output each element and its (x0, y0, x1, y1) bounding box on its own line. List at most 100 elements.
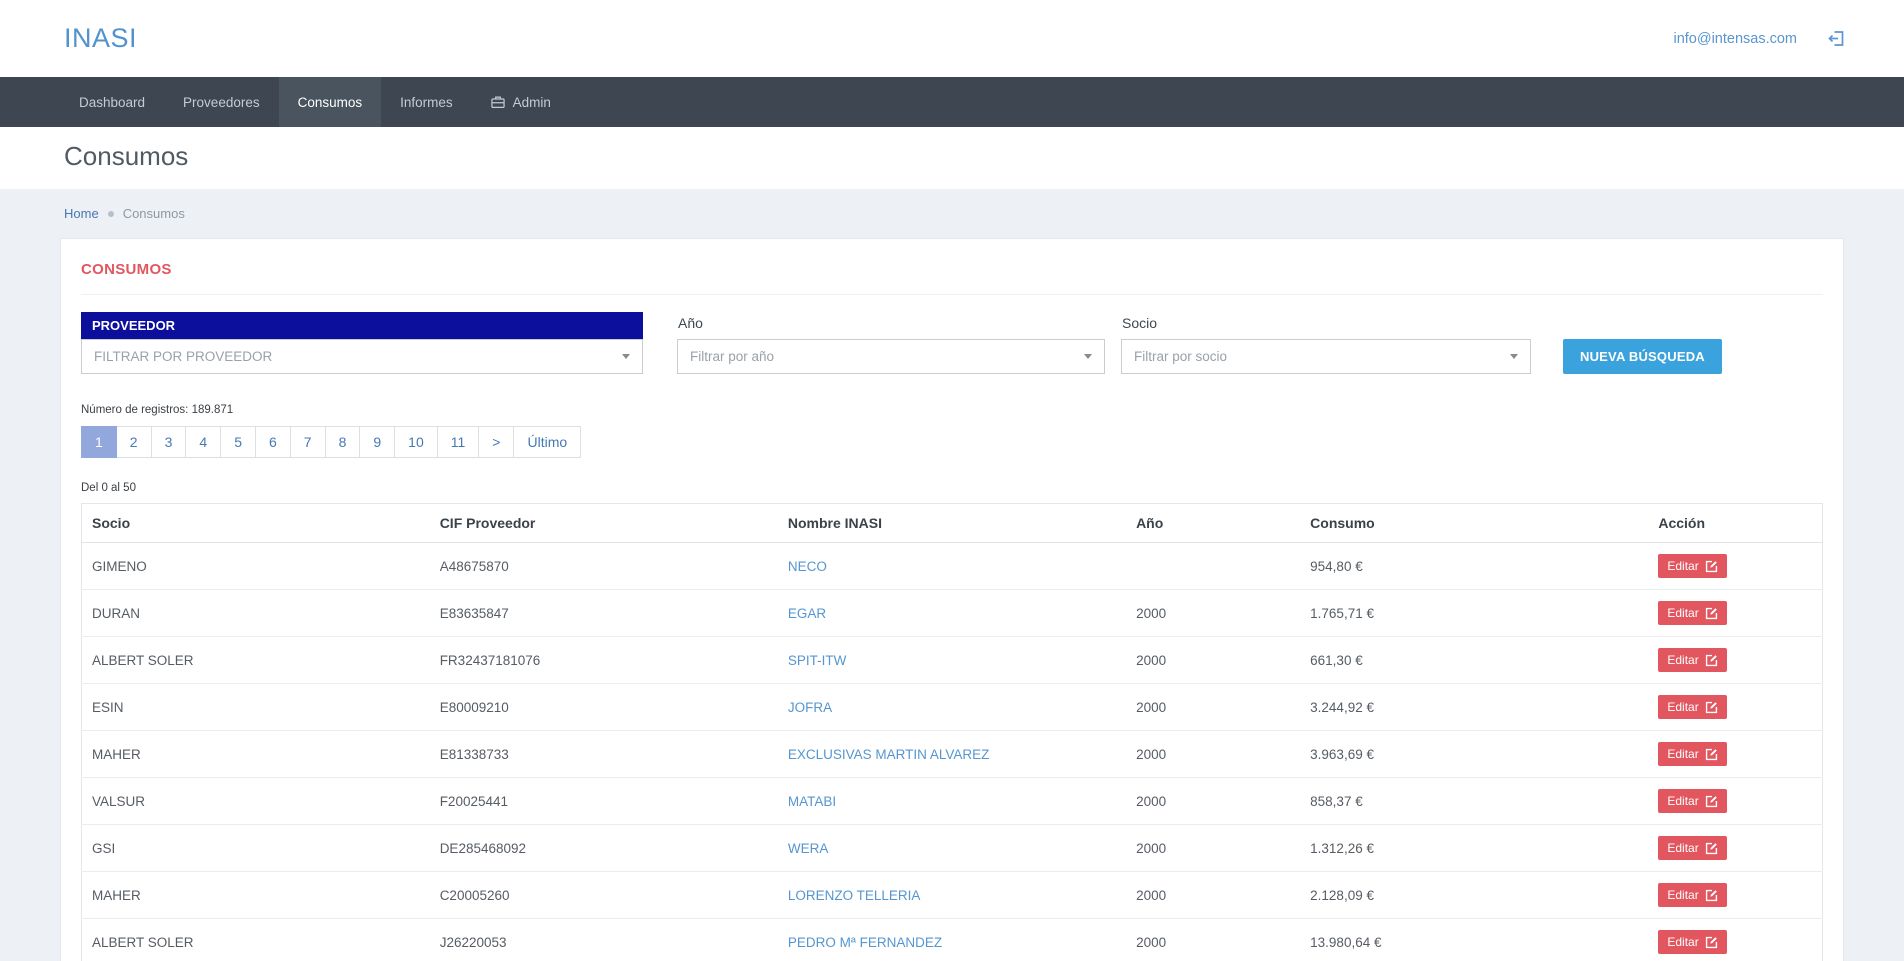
page-button-9[interactable]: 9 (360, 426, 396, 458)
editar-button[interactable]: Editar (1658, 554, 1727, 578)
page-button-5[interactable]: 5 (221, 426, 256, 458)
cell-accion: Editar (1648, 683, 1823, 731)
column-header-socio: Socio (81, 503, 430, 543)
nav-item-dashboard[interactable]: Dashboard (60, 77, 164, 127)
page-button-2[interactable]: 2 (116, 426, 152, 458)
panel-divider (81, 294, 1823, 295)
breadcrumb-home-link[interactable]: Home (64, 206, 99, 221)
socio-filter-label: Socio (1122, 315, 1158, 331)
page-button-4[interactable]: 4 (186, 426, 222, 458)
editar-button[interactable]: Editar (1658, 789, 1727, 813)
cell-accion: Editar (1648, 589, 1823, 637)
cell-consumo: 1.765,71 € (1300, 589, 1649, 637)
ano-select[interactable]: Filtrar por año (677, 339, 1105, 374)
nombre-inasi-link[interactable]: JOFRA (787, 699, 833, 715)
nombre-inasi-link[interactable]: LORENZO TELLERIA (787, 887, 921, 903)
cell-consumo: 1.312,26 € (1300, 824, 1649, 872)
editar-button[interactable]: Editar (1658, 695, 1727, 719)
page-button->[interactable]: > (479, 426, 515, 458)
nav-item-label: Informes (400, 94, 453, 110)
cell-nombre-inasi: WERA (777, 824, 1127, 872)
cell-ano: 2000 (1126, 730, 1301, 778)
cell-accion: Editar (1648, 918, 1823, 961)
cell-nombre-inasi: EXCLUSIVAS MARTIN ALVAREZ (777, 730, 1127, 778)
nav-item-label: Proveedores (183, 94, 260, 110)
editar-button-label: Editar (1667, 559, 1699, 573)
page-button-7[interactable]: 7 (290, 426, 326, 458)
table-row: ALBERT SOLER J26220053 PEDRO Mª FERNANDEZ 2… (81, 918, 1823, 961)
editar-button[interactable]: Editar (1658, 742, 1727, 766)
nav-item-proveedores[interactable]: Proveedores (164, 77, 279, 127)
cell-socio: ESIN (81, 683, 430, 731)
nombre-inasi-link[interactable]: EGAR (787, 605, 827, 621)
table-row: GIMENO A48675870 NECO 954,80 € Editar (81, 542, 1823, 590)
nombre-inasi-link[interactable]: SPIT-ITW (787, 652, 847, 668)
page-title: Consumos (64, 141, 189, 171)
cell-accion: Editar (1648, 730, 1823, 778)
nav-item-admin[interactable]: Admin (472, 77, 570, 127)
cell-cif-proveedor: E80009210 (429, 683, 778, 731)
records-count: Número de registros: 189.871 (81, 404, 234, 416)
nombre-inasi-link[interactable]: WERA (787, 840, 829, 856)
nav-item-consumos[interactable]: Consumos (278, 77, 382, 127)
nombre-inasi-link[interactable]: PEDRO Mª FERNANDEZ (787, 934, 943, 950)
cell-consumo: 954,80 € (1300, 542, 1649, 590)
page-button-3[interactable]: 3 (151, 426, 187, 458)
page-button-1[interactable]: 1 (81, 426, 117, 458)
page-button-11[interactable]: 11 (437, 426, 480, 458)
range-text: Del 0 al 50 (81, 482, 136, 494)
cell-nombre-inasi: LORENZO TELLERIA (777, 871, 1127, 919)
nombre-inasi-link[interactable]: EXCLUSIVAS MARTIN ALVAREZ (787, 746, 990, 762)
nombre-inasi-link[interactable]: NECO (787, 558, 827, 574)
caret-down-icon (1510, 354, 1518, 359)
socio-select[interactable]: Filtrar por socio (1121, 339, 1531, 374)
breadcrumb: Home Consumos (64, 206, 1840, 221)
cell-ano (1126, 542, 1301, 590)
cell-consumo: 858,37 € (1300, 777, 1649, 825)
editar-button[interactable]: Editar (1658, 648, 1727, 672)
consumos-panel: CONSUMOS PROVEEDOR FILTRAR POR PROVEEDOR… (60, 238, 1844, 961)
table-header-row: Socio CIF Proveedor Nombre INASI Año Con… (81, 503, 1823, 543)
cell-cif-proveedor: F20025441 (429, 777, 778, 825)
nav-item-label: Admin (512, 94, 551, 110)
logout-icon[interactable] (1827, 29, 1846, 48)
user-email[interactable]: info@intensas.com (1673, 30, 1797, 47)
proveedor-select[interactable]: FILTRAR POR PROVEEDOR (81, 339, 643, 374)
panel-heading: CONSUMOS (81, 261, 172, 278)
table-row: MAHER E81338733 EXCLUSIVAS MARTIN ALVAREZ 2… (81, 730, 1823, 778)
page-button-último[interactable]: Último (514, 426, 582, 458)
editar-button[interactable]: Editar (1658, 601, 1727, 625)
page-button-10[interactable]: 10 (395, 426, 438, 458)
cell-ano: 2000 (1126, 589, 1301, 637)
editar-button-label: Editar (1667, 747, 1699, 761)
editar-button[interactable]: Editar (1658, 883, 1727, 907)
page-button-8[interactable]: 8 (325, 426, 361, 458)
nav-item-label: Consumos (297, 94, 363, 110)
cell-socio: VALSUR (81, 777, 430, 825)
nueva-busqueda-button[interactable]: NUEVA BÚSQUEDA (1563, 339, 1722, 374)
editar-button-label: Editar (1667, 653, 1699, 667)
cell-accion: Editar (1648, 777, 1823, 825)
table-row: DURAN E83635847 EGAR 2000 1.765,71 € Editar (81, 589, 1823, 637)
page-button-6[interactable]: 6 (255, 426, 291, 458)
cell-socio: GIMENO (81, 542, 430, 590)
edit-icon (1705, 889, 1717, 901)
column-header-accion: Acción (1648, 503, 1823, 543)
table-row: ESIN E80009210 JOFRA 2000 3.244,92 € Editar (81, 683, 1823, 731)
nombre-inasi-link[interactable]: MATABI (787, 793, 837, 809)
editar-button-label: Editar (1667, 700, 1699, 714)
editar-button[interactable]: Editar (1658, 930, 1727, 954)
cell-cif-proveedor: FR32437181076 (429, 636, 778, 684)
ano-filter-label: Año (678, 315, 703, 331)
cell-socio: MAHER (81, 730, 430, 778)
table-row: MAHER C20005260 LORENZO TELLERIA 2000 2.128,… (81, 871, 1823, 919)
nav-item-informes[interactable]: Informes (381, 77, 472, 127)
app-logo[interactable]: INASI (64, 23, 138, 53)
cell-nombre-inasi: PEDRO Mª FERNANDEZ (777, 918, 1127, 961)
socio-select-placeholder: Filtrar por socio (1134, 349, 1228, 364)
column-header-ano: Año (1126, 503, 1301, 543)
column-header-cif: CIF Proveedor (429, 503, 778, 543)
cell-accion: Editar (1648, 824, 1823, 872)
cell-nombre-inasi: JOFRA (777, 683, 1127, 731)
editar-button[interactable]: Editar (1658, 836, 1727, 860)
